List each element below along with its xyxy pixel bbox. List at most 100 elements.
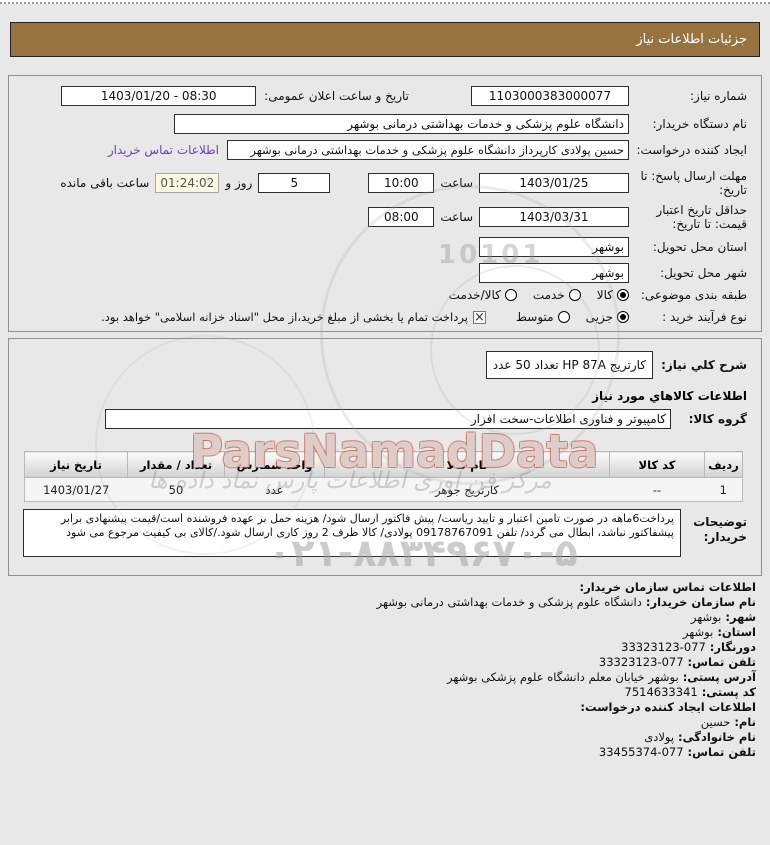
- page-title: جزئیات اطلاعات نیاز: [10, 22, 760, 57]
- buyer-notes-row: توضیحات خریدار: پرداخت6ماهه در صورت تامی…: [23, 509, 747, 557]
- announce-datetime-label: تاریخ و ساعت اعلان عمومی:: [264, 89, 409, 103]
- phone-value: 33323123-077: [598, 655, 684, 669]
- cell-need-date: 1403/01/27: [24, 477, 128, 502]
- creator-phone-label: تلفن تماس:: [687, 745, 756, 759]
- first-name-value: حسین: [700, 715, 731, 729]
- col-goods-name: نام کالا: [324, 451, 610, 478]
- subject-category-label: طبقه بندی موضوعی:: [640, 288, 747, 302]
- category-radio-goods-service[interactable]: [504, 289, 517, 301]
- delivery-city-row: شهر محل تحویل: بوشهر: [23, 263, 747, 283]
- city-value: بوشهر: [690, 610, 722, 624]
- postal-code-label: کد پستی:: [701, 685, 756, 699]
- first-name-label: نام:: [734, 715, 756, 729]
- buyer-notes-label: توضیحات خریدار:: [685, 509, 747, 545]
- hours-remaining-label: ساعت باقی مانده: [60, 176, 150, 190]
- cell-goods-name: کارتریج جوهر: [324, 477, 610, 502]
- response-deadline-row: مهلت ارسال پاسخ: تا تاریخ: 1403/01/25 سا…: [23, 168, 747, 198]
- price-validity-time-input[interactable]: 08:00: [368, 207, 435, 227]
- category-option-goods-service-label: کالا/خدمت: [448, 288, 501, 302]
- buyer-org-input[interactable]: دانشگاه علوم پزشکی و خدمات بهداشتی درمان…: [174, 114, 629, 134]
- col-quantity: تعداد / مقدار: [127, 451, 225, 478]
- cell-quantity: 50: [127, 477, 225, 502]
- contact-line: نام:حسین: [14, 715, 756, 730]
- buyer-notes-label-line1: توضیحات: [693, 515, 747, 529]
- need-description-row: شرح کلي نیاز: کارتریج HP 87A تعداد 50 عد…: [23, 351, 747, 379]
- contact-line: تلفن تماس:33323123-077: [14, 655, 756, 670]
- goods-group-label: گروه کالا:: [688, 412, 747, 426]
- cell-goods-code: --: [609, 477, 705, 502]
- col-row-number: ردیف: [704, 451, 743, 478]
- buyer-contact-link[interactable]: اطلاعات تماس خریدار: [107, 143, 219, 157]
- contact-line: نام سازمان خریدار:دانشگاه علوم پزشکی و خ…: [14, 595, 756, 610]
- cell-row-number: 1: [704, 477, 743, 502]
- process-radio-minor[interactable]: [617, 311, 629, 323]
- contact-line: آدرس پستی:بوشهر خیابان معلم دانشگاه علوم…: [14, 670, 756, 685]
- need-description-box[interactable]: کارتریج HP 87A تعداد 50 عدد: [485, 351, 653, 379]
- request-creator-row: ایجاد کننده درخواست: حسین پولادی کارپردا…: [23, 140, 747, 160]
- need-number-input[interactable]: 1103000383000077: [471, 86, 629, 106]
- org-name-value: دانشگاه علوم پزشکی و خدمات بهداشتی درمان…: [376, 595, 642, 609]
- request-creator-label: ایجاد کننده درخواست:: [636, 143, 747, 157]
- contact-line: استان:بوشهر: [14, 625, 756, 640]
- process-radio-medium[interactable]: [557, 311, 570, 323]
- deadline-hour-label: ساعت: [440, 176, 473, 190]
- goods-section-heading: اطلاعات کالاهاي مورد نیاز: [592, 389, 747, 403]
- purchase-process-label: نوع فرآیند خرید :: [662, 310, 747, 324]
- need-description-label: شرح کلي نیاز:: [661, 358, 747, 372]
- response-deadline-time-input[interactable]: 10:00: [368, 173, 435, 193]
- postal-address-value: بوشهر خیابان معلم دانشگاه علوم پزشکی بوش…: [447, 670, 679, 684]
- response-deadline-date-input[interactable]: 1403/01/25: [479, 173, 629, 193]
- category-radio-service[interactable]: [568, 289, 581, 301]
- col-need-date: تاریخ نیاز: [24, 451, 128, 478]
- buyer-notes-label-line2: خریدار:: [703, 530, 747, 544]
- category-option-service-label: خدمت: [532, 288, 565, 302]
- process-option-minor-label: جزیی: [585, 310, 613, 324]
- goods-group-input[interactable]: کامپیوتر و فناوری اطلاعات-سخت افزار: [105, 409, 671, 429]
- subject-category-row: طبقه بندی موضوعی: کالا خدمت کالا/خدمت: [23, 288, 747, 302]
- request-creator-input[interactable]: حسین پولادی کارپرداز دانشگاه علوم پزشکی …: [227, 140, 629, 160]
- contact-line: کد پستی:7514633341: [14, 685, 756, 700]
- response-deadline-label: مهلت ارسال پاسخ: تا تاریخ:: [640, 169, 747, 197]
- buyer-notes-box[interactable]: پرداخت6ماهه در صورت تامین اعتبار و تایید…: [23, 509, 681, 557]
- days-remaining-input[interactable]: 5: [258, 173, 331, 193]
- contact-heading: اطلاعات تماس سازمان خریدار:: [579, 580, 756, 594]
- col-unit: واحد شمارش: [224, 451, 325, 478]
- contact-line: تلفن تماس:33455374-077: [14, 745, 756, 760]
- price-validity-row: حداقل تاریخ اعتبار قیمت: تا تاریخ: 1403/…: [23, 202, 747, 232]
- need-number-row: شماره نیاز: 1103000383000077 تاریخ و ساع…: [23, 86, 747, 106]
- postal-address-label: آدرس پستی:: [682, 670, 756, 684]
- announce-datetime-input[interactable]: 1403/01/20 - 08:30: [61, 86, 257, 106]
- purchase-process-row: نوع فرآیند خرید : جزیی متوسط پرداخت تمام…: [23, 310, 747, 324]
- contact-line: اطلاعات ایجاد کننده درخواست:: [14, 700, 756, 715]
- cell-unit: عدد: [224, 477, 325, 502]
- price-validity-label: حداقل تاریخ اعتبار قیمت: تا تاریخ:: [656, 203, 747, 231]
- countdown-timer: 01:24:02: [155, 173, 220, 193]
- postal-code-value: 7514633341: [624, 685, 698, 699]
- delivery-city-label: شهر محل تحویل:: [660, 266, 747, 280]
- treasury-docs-label: پرداخت تمام یا بخشی از مبلغ خرید،از محل …: [101, 310, 468, 324]
- col-goods-code: کد کالا: [609, 451, 705, 478]
- fax-label: دورنگار:: [709, 640, 756, 654]
- org-name-label: نام سازمان خریدار:: [645, 595, 756, 609]
- last-name-label: نام خانوادگی:: [678, 730, 756, 744]
- goods-table-row: 1 -- کارتریج جوهر عدد 50 1403/01/27: [24, 477, 743, 502]
- category-radio-goods[interactable]: [617, 289, 629, 301]
- delivery-province-input[interactable]: بوشهر: [479, 237, 629, 257]
- top-dotted-divider: [0, 0, 770, 4]
- goods-table-header-row: ردیف کد کالا نام کالا واحد شمارش تعداد /…: [24, 451, 743, 478]
- last-name-value: پولادی: [644, 730, 675, 744]
- delivery-province-label: استان محل تحویل:: [652, 240, 747, 254]
- delivery-province-row: استان محل تحویل: بوشهر: [23, 237, 747, 257]
- creator-info-heading: اطلاعات ایجاد کننده درخواست:: [580, 700, 756, 714]
- contact-line: شهر:بوشهر: [14, 610, 756, 625]
- treasury-docs-checkbox[interactable]: [472, 310, 486, 324]
- contact-info-block: اطلاعات تماس سازمان خریدار: نام سازمان خ…: [14, 580, 756, 760]
- contact-line: اطلاعات تماس سازمان خریدار:: [14, 580, 756, 595]
- price-validity-date-input[interactable]: 1403/03/31: [479, 207, 629, 227]
- contact-line: نام خانوادگی:پولادی: [14, 730, 756, 745]
- process-option-medium-label: متوسط: [515, 310, 554, 324]
- validity-hour-label: ساعت: [440, 210, 473, 224]
- delivery-city-input[interactable]: بوشهر: [479, 263, 629, 283]
- goods-info-panel: شرح کلي نیاز: کارتریج HP 87A تعداد 50 عد…: [8, 338, 762, 576]
